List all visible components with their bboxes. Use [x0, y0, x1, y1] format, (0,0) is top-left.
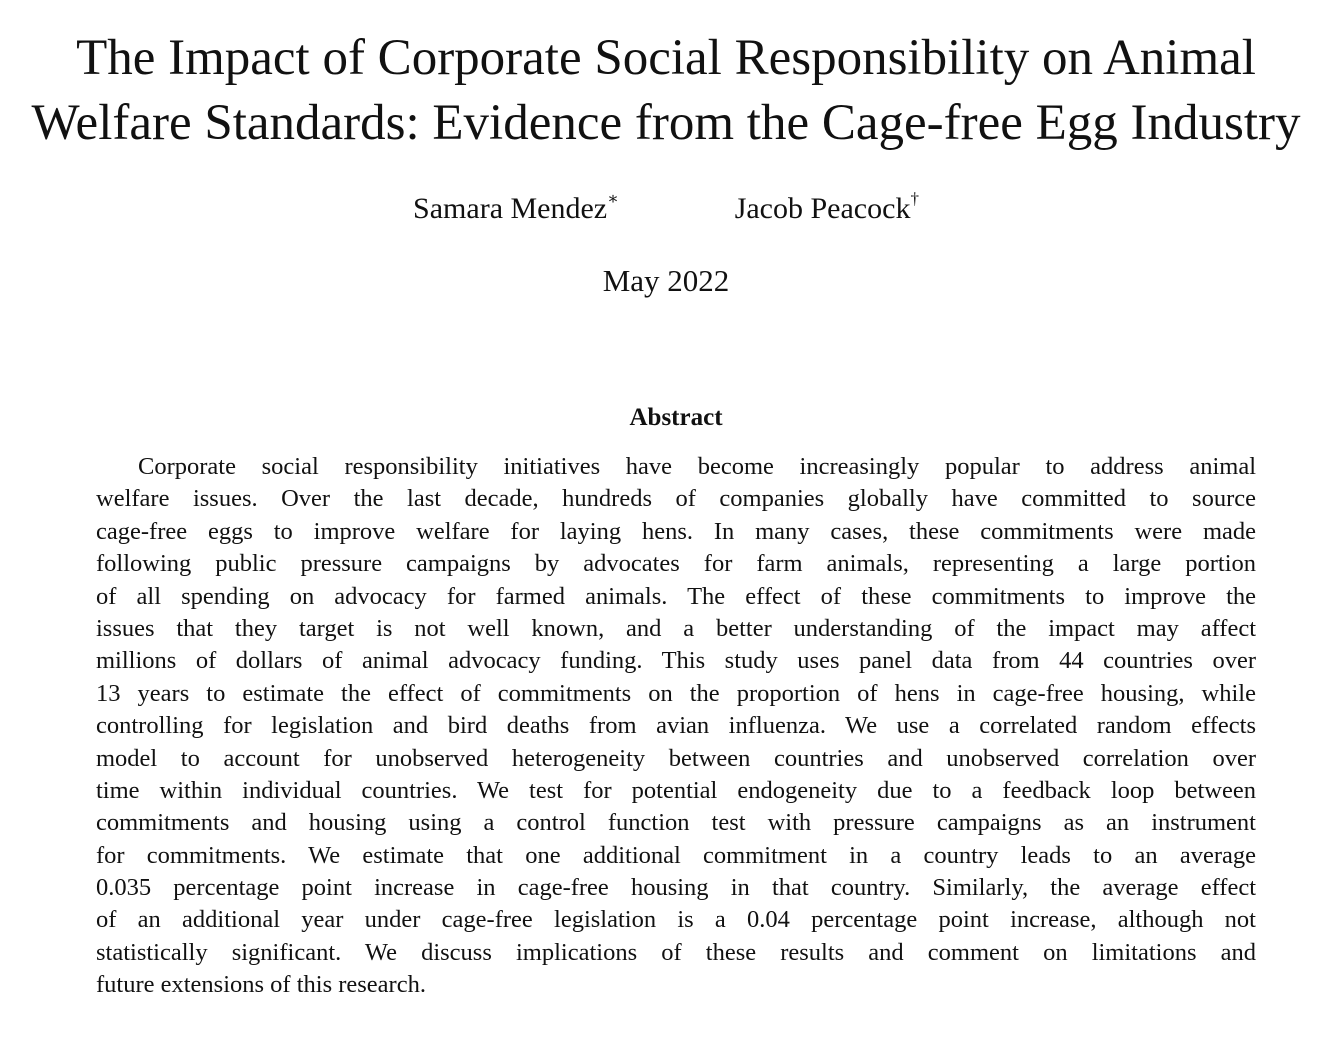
abstract-line: cage-free eggs to improve welfare for la…: [96, 517, 1256, 545]
abstract-heading: Abstract: [629, 404, 723, 431]
author-mark: †: [910, 189, 919, 208]
abstract-line: controlling for legislation and bird dea…: [96, 712, 1256, 740]
title: The Impact of Corporate Social Responsib…: [0, 26, 1332, 156]
abstract-line: following public pressure campaigns by a…: [96, 550, 1256, 578]
abstract-line: future extensions of this research.: [96, 971, 426, 999]
abstract-line: of all spending on advocacy for farmed a…: [96, 582, 1256, 610]
abstract-line: issues that they target is not well know…: [96, 614, 1256, 642]
abstract-line: statistically significant. We discuss im…: [96, 938, 1256, 966]
abstract-line: commitments and housing using a control …: [96, 809, 1256, 837]
author: Samara Mendez∗: [413, 189, 619, 226]
abstract-line: of an additional year under cage-free le…: [96, 906, 1256, 934]
author-mark: ∗: [607, 189, 619, 208]
abstract-line: 13 years to estimate the effect of commi…: [96, 679, 1256, 707]
abstract-line: 0.035 percentage point increase in cage-…: [96, 874, 1256, 902]
abstract-line: Corporate social responsibility initiati…: [138, 453, 1256, 480]
date: May 2022: [602, 263, 730, 298]
abstract-line: time within individual countries. We tes…: [96, 776, 1256, 804]
author-name: Jacob Peacock: [734, 192, 911, 225]
authors: Samara Mendez∗ Jacob Peacock†: [0, 189, 1332, 226]
abstract-line: millions of dollars of animal advocacy f…: [96, 647, 1256, 675]
abstract-text: Corporate social responsibility initiati…: [96, 451, 1256, 1002]
abstract-line: welfare issues. Over the last decade, hu…: [96, 485, 1256, 513]
author-name: Samara Mendez: [413, 192, 608, 225]
author: Jacob Peacock†: [734, 189, 919, 226]
abstract-line: model to account for unobserved heteroge…: [96, 744, 1256, 772]
title-line: The Impact of Corporate Social Responsib…: [76, 30, 1256, 86]
abstract-line: for commitments. We estimate that one ad…: [96, 841, 1256, 869]
title-line: Welfare Standards: Evidence from the Cag…: [31, 95, 1301, 151]
